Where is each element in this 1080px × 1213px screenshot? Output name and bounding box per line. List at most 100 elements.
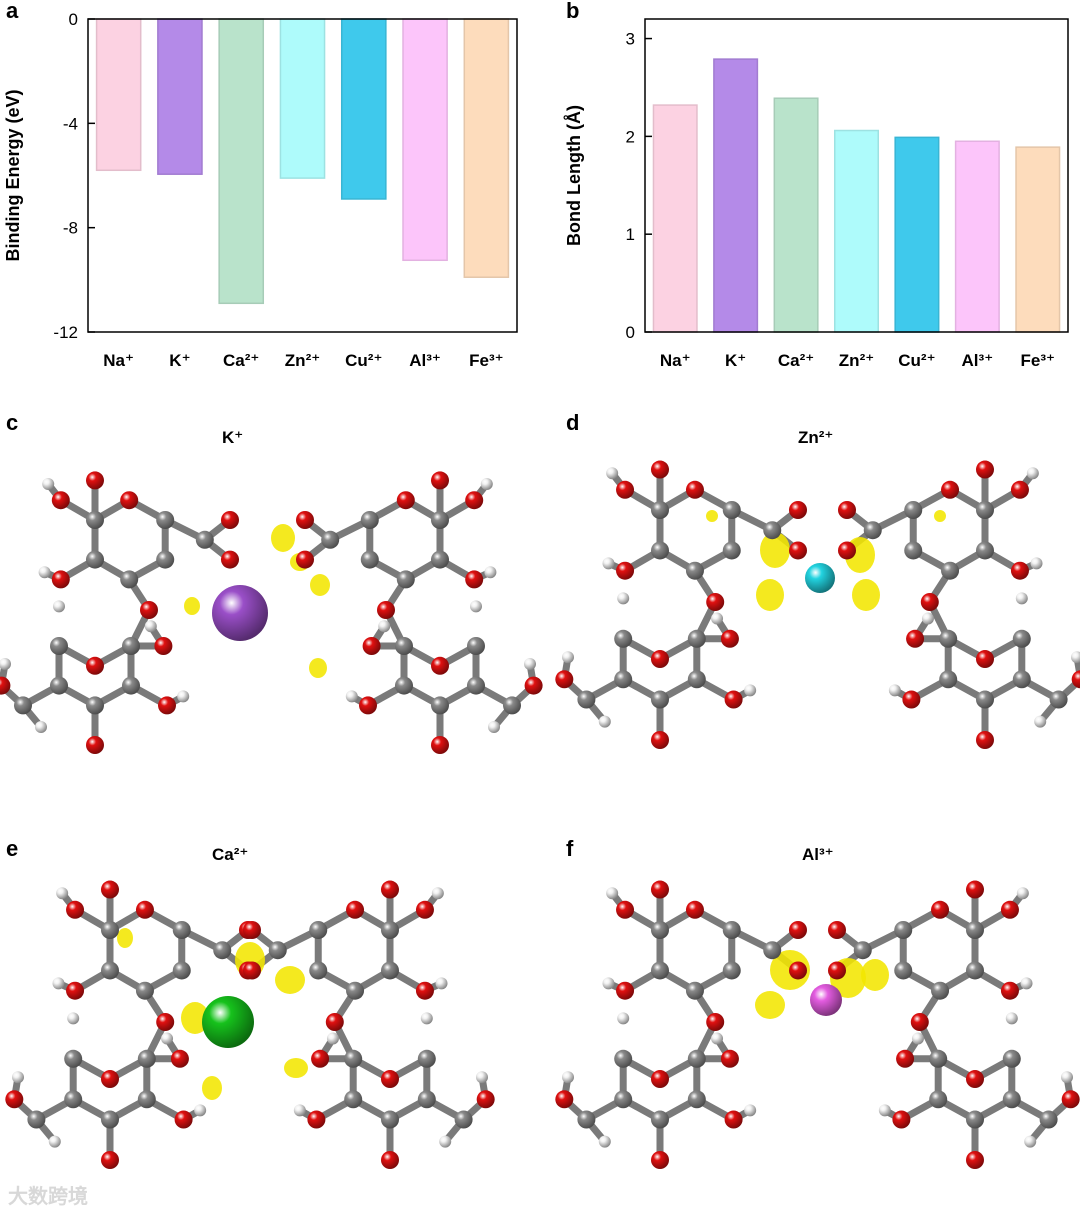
atom-c-46 — [395, 637, 413, 655]
atom-f-55 — [1061, 1071, 1073, 1084]
atom-f-42 — [853, 941, 872, 960]
atom-c-41 — [484, 566, 497, 579]
atom-f-50 — [1002, 1090, 1021, 1109]
atom-d-49 — [1015, 592, 1028, 605]
binding-energy-chart: Na⁺ K⁺ Ca²⁺ Zn²⁺ Cu²⁺ Al³⁺ Fe³⁺ 0 -4 -8 -12 Binding… — [3, 10, 518, 370]
atom-f-1 — [685, 900, 704, 919]
atom-d-29 — [711, 612, 724, 625]
atom-e-53 — [454, 1110, 473, 1129]
atom-c-44 — [296, 550, 314, 569]
atom-d-33 — [904, 501, 923, 519]
atom-d-60 — [921, 612, 934, 625]
atom-e-7 — [66, 900, 85, 919]
atom-d-18 — [617, 592, 630, 605]
atom-c-32 — [396, 491, 415, 510]
atom-c-1 — [120, 491, 139, 510]
atom-c-28 — [154, 637, 173, 655]
density-blob-c-3 — [309, 658, 327, 678]
atom-e-22 — [27, 1110, 46, 1129]
atom-f-45 — [910, 1013, 929, 1031]
atom-c-36 — [431, 550, 449, 569]
atom-c-35 — [396, 570, 415, 589]
atom-e-15 — [137, 1049, 156, 1068]
atom-c-25 — [86, 736, 104, 754]
atom-f-43 — [828, 921, 846, 939]
atom-f-51 — [966, 1110, 984, 1129]
atom-d-41 — [1030, 557, 1043, 570]
panel-letter-e: e — [6, 836, 19, 861]
atom-f-3 — [722, 961, 741, 980]
atom-c-49 — [470, 600, 482, 613]
panel-letter-d: d — [566, 410, 580, 435]
atom-e-0 — [101, 921, 119, 939]
y-tick-label-b-1: 1 — [626, 225, 635, 244]
atom-d-38 — [1010, 480, 1029, 499]
atom-e-5 — [101, 961, 119, 980]
atom-f-0 — [651, 921, 669, 939]
atom-c-3 — [156, 550, 175, 569]
atom-d-10 — [602, 557, 615, 570]
atom-d-2 — [722, 501, 741, 519]
atom-e-21 — [137, 1090, 156, 1109]
atom-d-6 — [651, 460, 669, 479]
atom-c-61 — [488, 721, 500, 733]
atom-e-34 — [309, 961, 328, 980]
x-tick-label-b-5: Al³⁺ — [962, 351, 994, 370]
atom-d-11 — [763, 521, 782, 540]
y-tick-label-a-2: -8 — [63, 219, 78, 238]
atom-d-19 — [614, 670, 633, 689]
atom-f-35 — [931, 981, 950, 1000]
atom-e-61 — [439, 1135, 452, 1148]
atom-c-13 — [221, 550, 239, 569]
atom-f-26 — [724, 1110, 743, 1129]
atom-c-30 — [35, 721, 47, 733]
x-tick-label-b-6: Fe³⁺ — [1021, 351, 1055, 370]
atom-f-4 — [685, 981, 704, 1000]
atom-c-14 — [140, 601, 158, 619]
atom-d-42 — [863, 521, 882, 540]
atom-f-6 — [651, 880, 669, 899]
atom-d-53 — [1049, 690, 1068, 709]
atom-e-55 — [476, 1071, 488, 1084]
atom-f-25 — [651, 1151, 669, 1169]
atom-c-54 — [524, 676, 543, 695]
atom-f-41 — [1020, 977, 1033, 990]
atom-d-1 — [685, 480, 704, 499]
atom-f-59 — [896, 1049, 915, 1068]
panel-title-d: Zn²⁺ — [798, 428, 834, 447]
atom-e-6 — [101, 880, 119, 899]
atom-e-2 — [172, 921, 191, 939]
atom-c-51 — [431, 696, 449, 715]
atom-c-57 — [359, 696, 377, 715]
atom-f-5 — [651, 961, 669, 980]
atom-c-11 — [195, 530, 214, 549]
ion-c — [212, 585, 268, 641]
atom-f-28 — [720, 1049, 739, 1068]
atom-d-46 — [939, 629, 958, 648]
atom-f-19 — [614, 1090, 633, 1109]
atom-e-51 — [381, 1110, 399, 1129]
atom-e-31 — [381, 921, 399, 939]
y-tick-label-a-3: -12 — [53, 323, 78, 342]
atom-c-18 — [53, 600, 65, 613]
atom-f-34 — [894, 961, 913, 980]
density-blob-e-2 — [181, 1002, 209, 1034]
atom-e-42 — [268, 941, 287, 960]
atom-e-41 — [435, 977, 448, 990]
x-tick-label-b-3: Zn²⁺ — [839, 351, 874, 370]
atom-d-36 — [976, 541, 994, 560]
atom-e-37 — [381, 880, 399, 899]
atom-c-45 — [377, 601, 395, 619]
atom-d-4 — [685, 561, 704, 580]
atom-c-52 — [395, 676, 413, 695]
atom-d-51 — [976, 690, 994, 709]
atom-c-22 — [14, 696, 32, 715]
atom-f-49 — [1005, 1012, 1018, 1025]
atom-d-23 — [555, 670, 574, 689]
atom-d-48 — [1012, 629, 1031, 648]
atom-e-25 — [101, 1151, 119, 1169]
density-blob-f-3 — [861, 959, 889, 991]
atom-f-44 — [828, 961, 846, 980]
